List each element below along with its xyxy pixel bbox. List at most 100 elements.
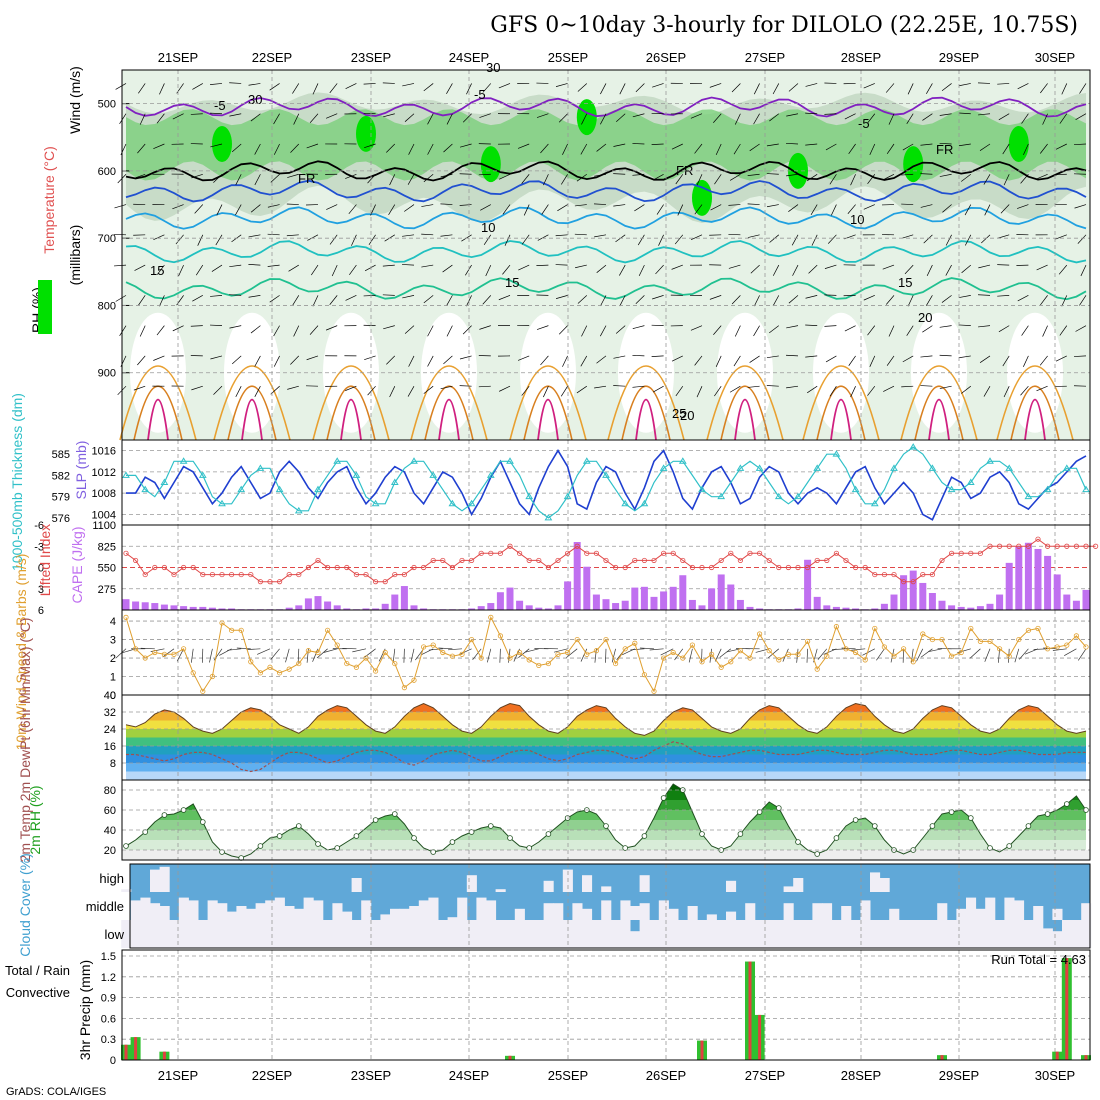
li-point <box>699 564 705 571</box>
wind-barb <box>440 385 453 390</box>
wind-speed-point <box>622 646 628 652</box>
cloud-clear-cell <box>726 880 737 892</box>
wind-barb <box>216 204 223 216</box>
rh-tick-label: 40 <box>104 825 116 837</box>
cloud-clear-cell <box>418 900 429 920</box>
cloud-clear-cell <box>870 872 881 892</box>
wind-barb <box>521 234 530 245</box>
wind-barb <box>926 264 933 277</box>
wind-barb <box>616 113 626 122</box>
cape-bar <box>324 601 332 610</box>
wind-barb <box>442 264 453 273</box>
temp-contour-30 <box>914 385 964 441</box>
wind-barb <box>939 173 952 177</box>
wind-barb <box>402 83 415 87</box>
wind-barb <box>906 325 914 336</box>
wind-barb <box>978 264 991 269</box>
temp-contour-35 <box>734 399 756 441</box>
wind-barb-10m <box>767 648 780 659</box>
wind-barb <box>747 203 760 205</box>
wind-speed-point <box>872 625 878 632</box>
wind-barb <box>423 295 434 304</box>
wind-barb <box>574 233 587 236</box>
wind-barb <box>961 264 972 274</box>
cloud-clear-cell <box>150 920 161 948</box>
wind-barb <box>977 82 991 84</box>
wind-barb <box>805 83 818 87</box>
cloud-clear-cell <box>332 920 343 948</box>
wind-speed-point <box>641 672 648 678</box>
thickness-point <box>774 492 783 500</box>
wind-barb <box>229 113 242 117</box>
wind-barb <box>791 234 799 246</box>
wind-barb <box>351 234 357 246</box>
li-point <box>209 571 215 578</box>
wind-barb <box>596 143 607 152</box>
wind-barb <box>364 355 376 361</box>
li-tick-label: 6 <box>38 605 44 617</box>
temp-contour-25 <box>607 365 685 441</box>
cloud-clear-cell <box>639 903 650 920</box>
wind-barb <box>958 295 971 298</box>
wind-speed-point <box>958 649 964 656</box>
cloud-clear-cell <box>985 920 996 948</box>
wind-barb <box>922 325 933 333</box>
cloud-clear-cell <box>630 906 641 920</box>
wind-barb <box>885 83 895 93</box>
cloud-clear-cell <box>150 869 161 892</box>
wind-speed-point <box>603 636 609 643</box>
wind-speed-point <box>881 644 888 650</box>
temp-contour-25 <box>706 365 784 441</box>
wind-barb <box>459 204 472 206</box>
isotherm-10 <box>125 206 1087 230</box>
thickness-point <box>525 492 534 500</box>
wind-barb <box>675 385 684 397</box>
thickness-point <box>602 471 610 478</box>
wind-barb <box>210 83 223 85</box>
chart-title: GFS 0~10day 3-hourly for DILOLO (22.25E,… <box>490 13 1078 38</box>
rh-point <box>795 839 801 845</box>
cape-bar <box>957 606 965 610</box>
wind-barb <box>920 204 933 208</box>
wind-barb <box>939 325 952 328</box>
wind-barb <box>325 113 338 119</box>
wind-barb <box>939 354 952 357</box>
wind-barb <box>562 143 568 155</box>
cape-bar <box>151 603 159 610</box>
cloud-clear-cell <box>831 920 842 948</box>
wind-speed-point <box>209 673 215 680</box>
wind-barb <box>613 143 626 147</box>
li-point <box>267 579 273 585</box>
li-point <box>987 543 993 549</box>
li-point <box>584 550 590 556</box>
li-point <box>929 571 936 578</box>
wind-barb <box>733 143 741 155</box>
rh-point <box>123 843 129 849</box>
cloud-clear-cell <box>543 880 554 892</box>
thickness-point <box>870 499 879 507</box>
wind-barb-10m <box>257 648 271 655</box>
rh-point <box>737 831 744 837</box>
cloud-clear-cell <box>658 900 669 920</box>
wind-speed-point <box>891 653 897 659</box>
wind-barb <box>326 204 338 210</box>
cloud-clear-cell <box>678 920 689 948</box>
wind-barb <box>747 385 760 388</box>
wind-barb-10m <box>448 648 463 651</box>
wind-barb <box>1017 83 1029 90</box>
wind-barb <box>209 324 223 326</box>
wind-barb <box>922 113 933 121</box>
wind-barb <box>655 264 664 275</box>
li-point <box>824 557 830 564</box>
cloud-clear-cell <box>438 920 449 948</box>
cloud-clear-cell <box>226 911 237 920</box>
li-point <box>315 557 321 564</box>
wind-tick-label: 2 <box>110 653 116 665</box>
ylabel-cape: CAPE (J/kg) <box>69 526 85 603</box>
li-point <box>161 564 167 571</box>
wind-barb <box>885 295 895 305</box>
cloud-clear-cell <box>342 920 353 948</box>
cape-tick-label: 825 <box>98 541 116 553</box>
thickness-point <box>678 457 687 464</box>
cloud-clear-cell <box>1004 897 1015 920</box>
